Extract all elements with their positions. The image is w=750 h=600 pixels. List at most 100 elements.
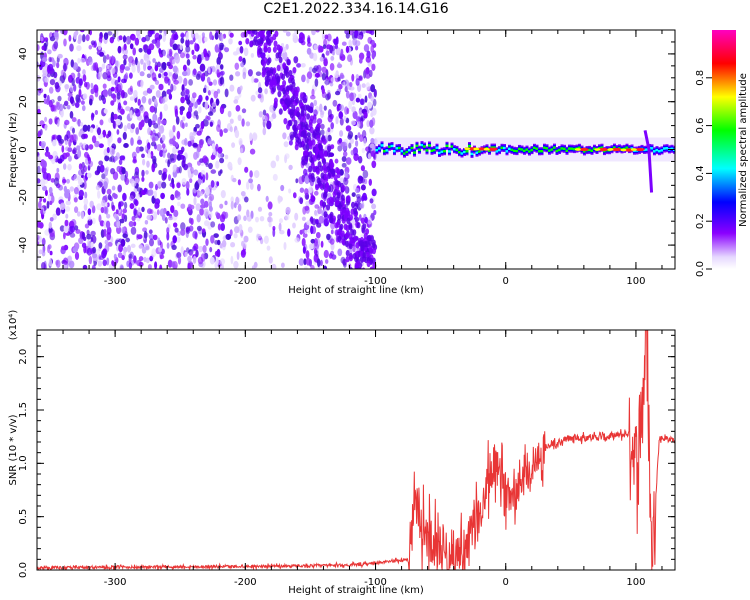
noise-cell xyxy=(131,35,136,41)
signal-band-core xyxy=(413,151,416,154)
noise-cell xyxy=(355,97,361,103)
snr-x-tick-label: -100 xyxy=(364,577,387,588)
noise-streak-cell xyxy=(260,22,264,28)
noise-cell xyxy=(82,105,86,112)
snr-y-tick-label: 0.5 xyxy=(18,509,29,525)
noise-cell xyxy=(146,214,153,221)
noise-cell xyxy=(215,211,219,217)
signal-warm-spot xyxy=(473,147,480,151)
noise-cell xyxy=(146,152,152,159)
noise-cell xyxy=(271,263,277,269)
noise-cell xyxy=(139,71,145,77)
noise-cell xyxy=(285,206,291,215)
noise-cell xyxy=(123,246,128,253)
noise-streak-cell xyxy=(326,204,331,211)
noise-cell xyxy=(371,107,377,116)
noise-cell xyxy=(194,170,199,176)
noise-streak-cell xyxy=(267,46,272,53)
noise-cell xyxy=(95,184,100,191)
noise-cell xyxy=(110,100,115,106)
noise-cell xyxy=(316,118,323,125)
noise-cell xyxy=(87,57,93,66)
noise-cell xyxy=(195,203,201,212)
noise-cell xyxy=(176,130,181,140)
noise-cell xyxy=(185,88,190,95)
noise-cell xyxy=(240,249,246,258)
noise-cell xyxy=(149,84,155,90)
noise-cell xyxy=(299,92,304,98)
noise-cell xyxy=(282,132,287,140)
noise-cell xyxy=(203,36,208,43)
noise-cell xyxy=(213,90,219,99)
noise-cell xyxy=(113,94,117,103)
noise-cell xyxy=(229,118,234,124)
noise-cell xyxy=(77,149,82,158)
noise-cell xyxy=(57,95,62,102)
noise-cell xyxy=(124,177,130,186)
noise-cell xyxy=(168,174,171,182)
noise-streak-cell xyxy=(365,228,370,235)
noise-cell xyxy=(313,44,318,50)
noise-cell xyxy=(200,204,206,209)
noise-cell xyxy=(133,255,137,264)
noise-cell xyxy=(141,153,145,158)
noise-cell xyxy=(113,253,117,260)
noise-cell xyxy=(257,206,263,212)
noise-streak-cell xyxy=(266,70,271,77)
noise-cell xyxy=(317,44,322,54)
noise-cell xyxy=(117,76,121,83)
noise-cell xyxy=(55,260,59,266)
noise-cell xyxy=(230,255,234,265)
noise-streak-cell xyxy=(328,196,333,203)
noise-cell xyxy=(135,108,141,117)
noise-cell xyxy=(255,216,259,223)
noise-cell xyxy=(139,106,145,113)
noise-cell xyxy=(77,57,81,64)
signal-band-core xyxy=(495,150,499,153)
noise-streak-cell xyxy=(273,100,278,108)
noise-cell xyxy=(151,163,156,173)
noise-cell xyxy=(350,120,356,126)
noise-cell xyxy=(185,181,190,190)
noise-cell xyxy=(205,186,210,196)
noise-cell xyxy=(339,130,344,137)
noise-cell xyxy=(144,115,150,124)
noise-cell xyxy=(54,177,60,187)
noise-streak-cell xyxy=(334,179,339,186)
noise-cell xyxy=(82,264,88,269)
signal-band-core xyxy=(598,147,601,150)
noise-cell xyxy=(128,221,134,227)
noise-cell xyxy=(304,188,309,196)
noise-cell xyxy=(106,75,112,82)
noise-cell xyxy=(285,43,289,50)
noise-cell xyxy=(349,86,355,91)
noise-cell xyxy=(360,121,363,126)
noise-streak-cell xyxy=(340,230,345,237)
noise-cell xyxy=(49,217,54,222)
signal-band-core xyxy=(550,148,554,151)
noise-cell xyxy=(370,84,376,93)
signal-warm-spot xyxy=(574,148,581,151)
noise-cell xyxy=(78,237,84,245)
signal-band-core xyxy=(513,149,516,152)
noise-streak-cell xyxy=(300,131,305,138)
snr-scale-label: (x10⁴) xyxy=(8,310,19,341)
noise-streak-cell xyxy=(323,191,328,198)
noise-cell xyxy=(335,47,341,56)
noise-cell xyxy=(315,250,319,257)
noise-cell xyxy=(344,171,349,179)
noise-streak-cell xyxy=(345,232,349,239)
noise-cell xyxy=(364,216,368,224)
noise-cell xyxy=(159,254,165,259)
noise-cell xyxy=(180,37,185,44)
noise-cell xyxy=(123,125,128,132)
noise-streak-cell xyxy=(297,123,302,131)
noise-cell xyxy=(138,48,143,53)
noise-cell xyxy=(158,247,162,253)
noise-cell xyxy=(370,44,375,54)
noise-streak-cell xyxy=(315,146,320,154)
noise-cell xyxy=(51,134,56,140)
noise-cell xyxy=(321,87,325,94)
noise-cell xyxy=(248,178,254,184)
